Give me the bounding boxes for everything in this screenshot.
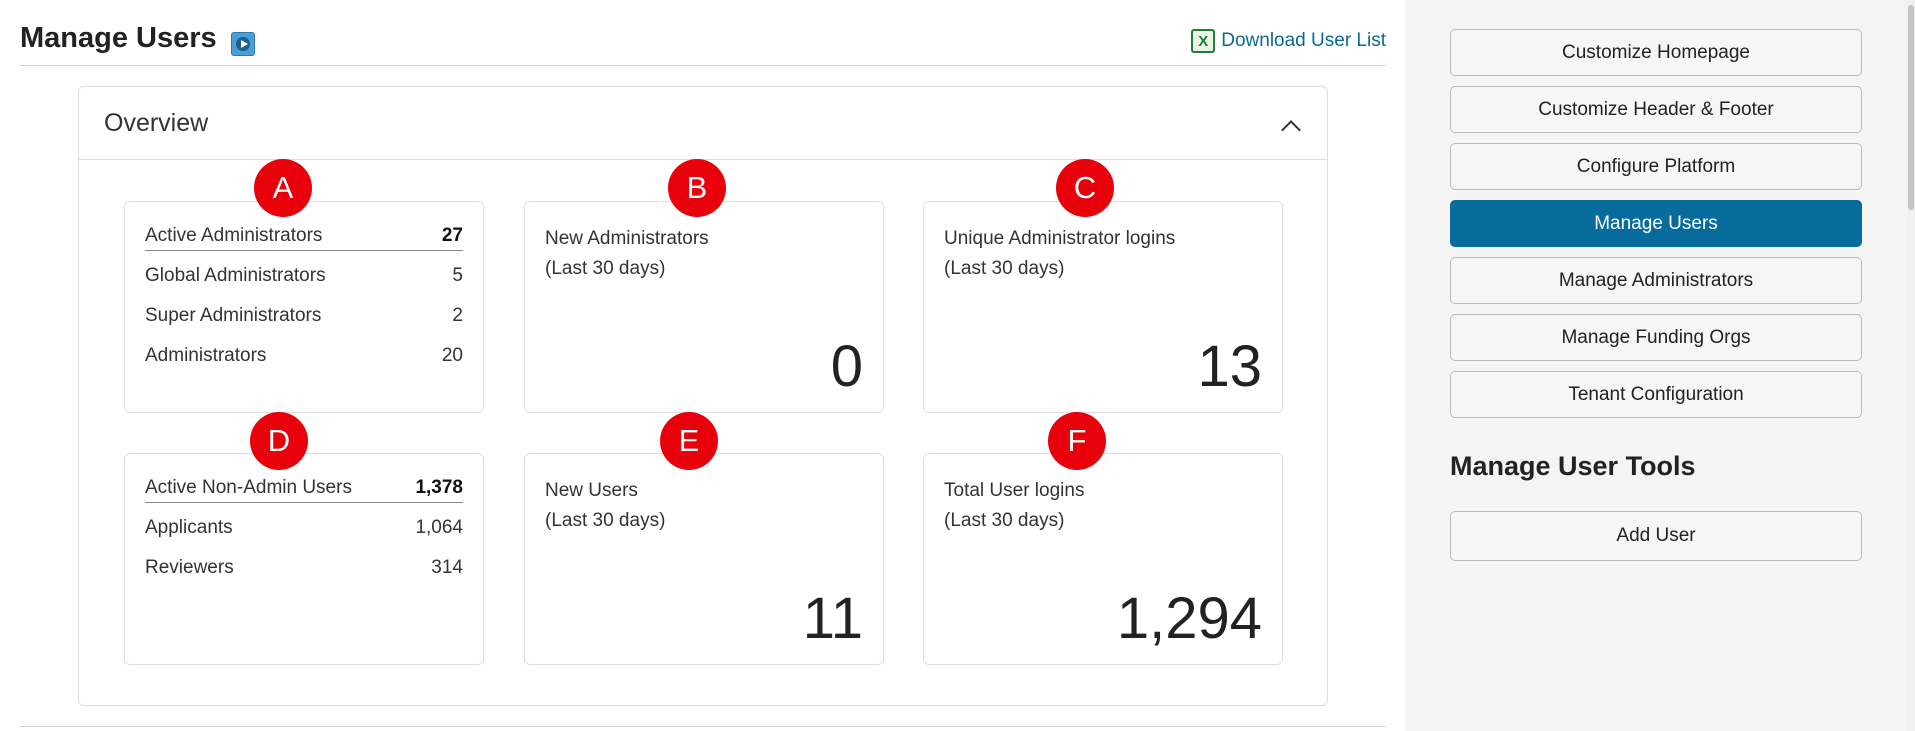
row-label: Global Administrators — [145, 265, 326, 286]
scrollbar[interactable] — [1907, 0, 1915, 731]
row-label: Reviewers — [145, 557, 234, 578]
overview-panel: Overview Active Administrators 27 Global… — [78, 86, 1328, 706]
list-item: Applicants 1,064 — [145, 513, 463, 543]
overview-title: Overview — [104, 109, 209, 137]
row-value: 1,064 — [415, 517, 463, 538]
unique-admin-logins-card: Unique Administrator logins (Last 30 day… — [923, 201, 1283, 413]
active-administrators-card: Active Administrators 27 Global Administ… — [124, 201, 484, 413]
marker-b: B — [668, 159, 726, 217]
row-value: 27 — [441, 224, 463, 246]
download-user-list-link[interactable]: X Download User List — [1191, 28, 1386, 54]
card-label-line1: Unique Administrator logins — [944, 228, 1176, 249]
new-users-card: New Users (Last 30 days) 11 — [524, 453, 884, 665]
marker-a: A — [254, 159, 312, 217]
row-label: Super Administrators — [145, 305, 322, 326]
card-value: 1,294 — [1116, 586, 1262, 651]
video-play-icon[interactable] — [231, 32, 255, 56]
marker-c: C — [1056, 159, 1114, 217]
configure-platform-button[interactable]: Configure Platform — [1450, 143, 1862, 190]
row-value: 1,378 — [415, 476, 463, 498]
non-admin-users-card: Active Non-Admin Users 1,378 Applicants … — [124, 453, 484, 665]
sidebar: Customize Homepage Customize Header & Fo… — [1405, 0, 1915, 731]
excel-icon: X — [1191, 29, 1216, 53]
manage-user-tools-heading: Manage User Tools — [1450, 451, 1696, 481]
card-label-line2: (Last 30 days) — [944, 258, 1065, 279]
card-label: Unique Administrator logins (Last 30 day… — [944, 224, 1175, 284]
card-label: New Users (Last 30 days) — [545, 476, 665, 536]
manage-funding-orgs-button[interactable]: Manage Funding Orgs — [1450, 314, 1862, 361]
card-label-line2: (Last 30 days) — [944, 510, 1065, 531]
page-title: Manage Users — [20, 22, 217, 54]
row-value: 20 — [441, 345, 463, 366]
card-label-line2: (Last 30 days) — [545, 258, 666, 279]
card-label-line1: New Administrators — [545, 228, 709, 249]
new-administrators-card: New Administrators (Last 30 days) 0 — [524, 201, 884, 413]
row-label: Administrators — [145, 345, 267, 366]
page-header: Manage Users X Download User List — [20, 18, 1386, 66]
add-user-button[interactable]: Add User — [1450, 511, 1862, 561]
customize-homepage-button[interactable]: Customize Homepage — [1450, 29, 1862, 76]
total-user-logins-card: Total User logins (Last 30 days) 1,294 — [923, 453, 1283, 665]
marker-d: D — [250, 412, 308, 470]
customize-header-footer-button[interactable]: Customize Header & Footer — [1450, 86, 1862, 133]
row-value: 5 — [452, 265, 463, 286]
card-value: 0 — [830, 334, 863, 399]
manage-administrators-button[interactable]: Manage Administrators — [1450, 257, 1862, 304]
card-value: 11 — [802, 586, 863, 651]
card-label: Total User logins (Last 30 days) — [944, 476, 1084, 536]
card-label-line2: (Last 30 days) — [545, 510, 666, 531]
overview-header: Overview — [79, 87, 1327, 160]
list-item: Super Administrators 2 — [145, 301, 463, 331]
row-label: Applicants — [145, 517, 233, 538]
list-item: Global Administrators 5 — [145, 261, 463, 291]
row-value: 2 — [452, 305, 463, 326]
row-label: Active Administrators — [145, 224, 323, 246]
main-content: Manage Users X Download User List Overvi… — [0, 0, 1405, 731]
tenant-configuration-button[interactable]: Tenant Configuration — [1450, 371, 1862, 418]
download-user-list-label: Download User List — [1221, 30, 1386, 51]
marker-e: E — [660, 412, 718, 470]
list-item: Reviewers 314 — [145, 553, 463, 583]
list-item: Active Administrators 27 — [145, 221, 463, 251]
row-value: 314 — [431, 557, 463, 578]
manage-users-button[interactable]: Manage Users — [1450, 200, 1862, 247]
marker-f: F — [1048, 412, 1106, 470]
card-label-line1: New Users — [545, 480, 638, 501]
card-label-line1: Total User logins — [944, 480, 1085, 501]
list-item: Active Non-Admin Users 1,378 — [145, 473, 463, 503]
scrollbar-thumb[interactable] — [1908, 5, 1914, 210]
card-value: 13 — [1197, 334, 1262, 399]
chevron-up-icon[interactable] — [1281, 117, 1299, 135]
list-item: Administrators 20 — [145, 341, 463, 371]
divider — [20, 726, 1386, 727]
card-label: New Administrators (Last 30 days) — [545, 224, 709, 284]
row-label: Active Non-Admin Users — [145, 476, 352, 498]
